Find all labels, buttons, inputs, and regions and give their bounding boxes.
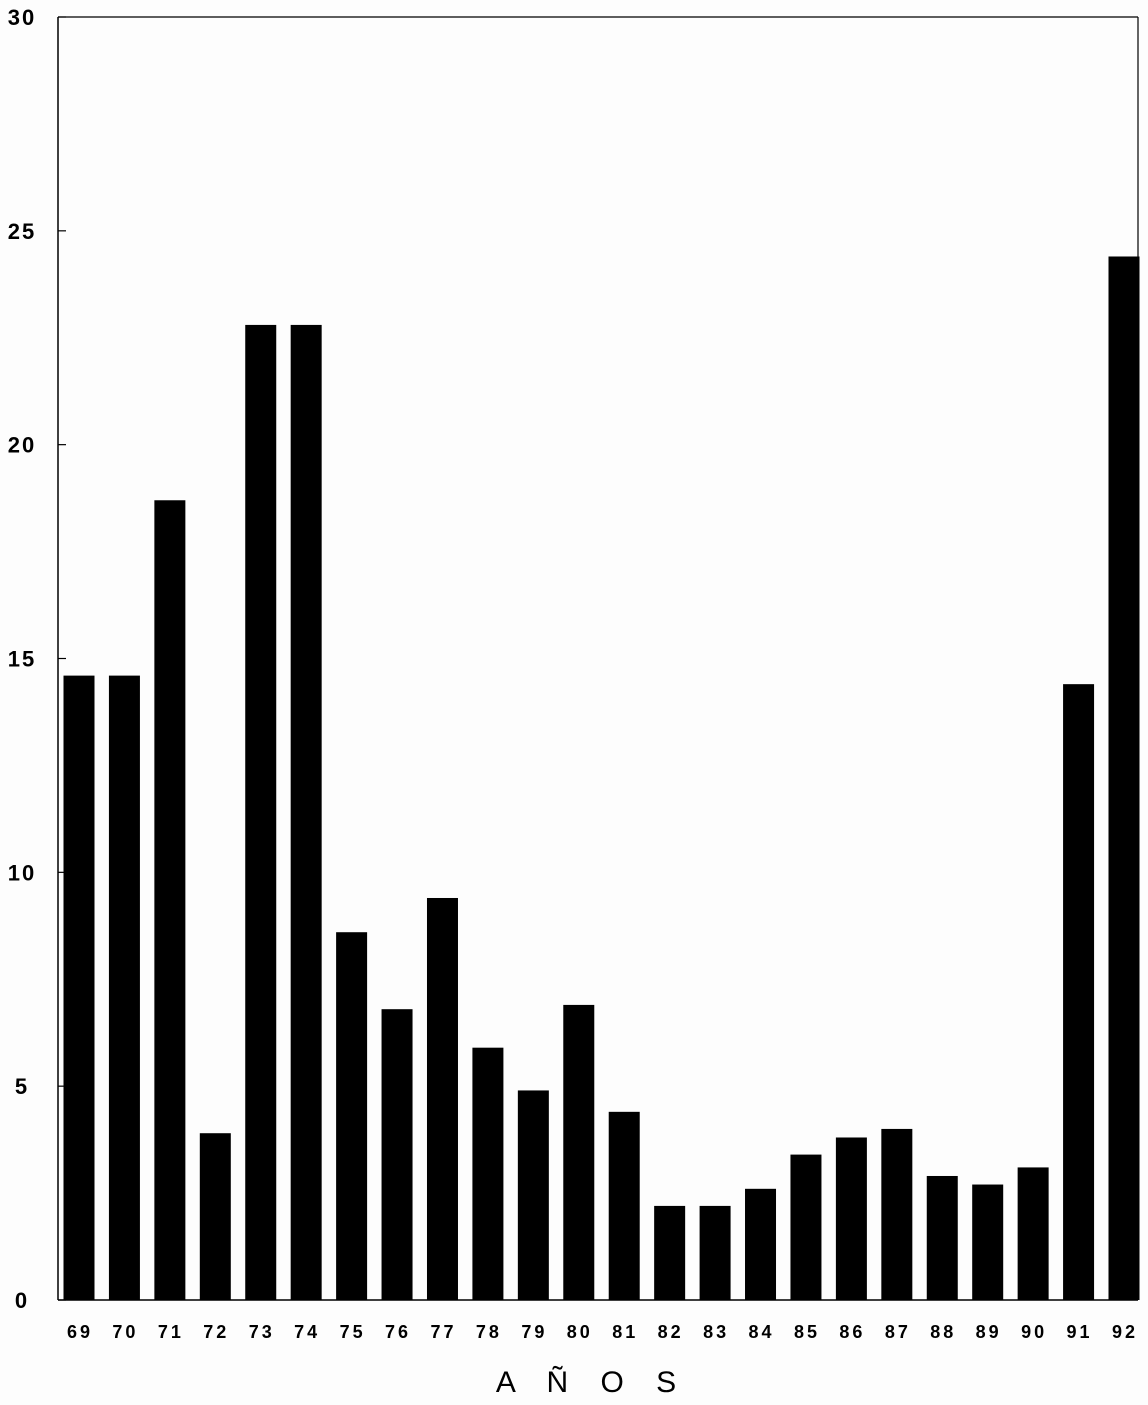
x-tick-label: 85 — [794, 1322, 820, 1342]
bar-75 — [336, 932, 368, 1300]
bar-77 — [426, 897, 458, 1300]
x-tick-label: 91 — [1067, 1322, 1093, 1342]
bar-92 — [1108, 256, 1140, 1300]
bar-85 — [790, 1154, 822, 1300]
bar-73 — [245, 324, 277, 1300]
bars — [63, 256, 1140, 1300]
bar-69 — [63, 675, 95, 1300]
x-tick-label: 86 — [839, 1322, 865, 1342]
x-tick-label: 84 — [749, 1322, 775, 1342]
bar-70 — [108, 675, 140, 1300]
x-tick-label: 82 — [658, 1322, 684, 1342]
y-tick-label: 0 — [15, 1288, 29, 1313]
x-tick-label: 78 — [476, 1322, 502, 1342]
bar-72 — [199, 1133, 231, 1300]
x-tick-label: 80 — [567, 1322, 593, 1342]
x-axis: 69 70 71 72 73 74 75 76 77 78 79 80 81 82 83 84 85 86 87 88… — [67, 1322, 1138, 1342]
y-tick-label: 15 — [8, 647, 36, 672]
bar-80 — [563, 1004, 595, 1300]
y-tick-label: 25 — [8, 219, 36, 244]
y-axis: 0 5 10 15 20 25 30 — [8, 5, 66, 1313]
bar-71 — [154, 500, 186, 1300]
bar-87 — [881, 1128, 913, 1300]
x-axis-title: A Ñ O S — [496, 1365, 688, 1399]
bar-91 — [1063, 684, 1095, 1300]
bar-81 — [608, 1111, 640, 1300]
x-tick-label: 90 — [1021, 1322, 1047, 1342]
y-tick-label: 20 — [8, 433, 36, 458]
x-tick-label: 70 — [112, 1322, 138, 1342]
bar-82 — [654, 1205, 686, 1300]
bar-79 — [517, 1090, 549, 1300]
x-tick-label: 72 — [203, 1322, 229, 1342]
bar-76 — [381, 1009, 413, 1300]
x-tick-label: 69 — [67, 1322, 93, 1342]
x-tick-label: 92 — [1112, 1322, 1138, 1342]
x-tick-label: 88 — [930, 1322, 956, 1342]
bar-78 — [472, 1047, 504, 1300]
x-tick-label: 76 — [385, 1322, 411, 1342]
x-tick-label: 71 — [158, 1322, 184, 1342]
x-tick-label: 81 — [612, 1322, 638, 1342]
y-tick-label: 30 — [8, 5, 36, 30]
bar-86 — [835, 1137, 867, 1300]
x-tick-label: 83 — [703, 1322, 729, 1342]
bar-74 — [290, 324, 322, 1300]
bar-90 — [1017, 1167, 1049, 1300]
y-tick-label: 5 — [15, 1074, 29, 1099]
x-tick-label: 87 — [885, 1322, 911, 1342]
x-tick-label: 89 — [976, 1322, 1002, 1342]
bar-88 — [926, 1175, 958, 1300]
bar-89 — [972, 1184, 1004, 1300]
x-tick-label: 75 — [340, 1322, 366, 1342]
plot-frame — [57, 16, 1139, 1301]
x-tick-label: 77 — [430, 1322, 456, 1342]
x-tick-label: 74 — [294, 1322, 320, 1342]
bar-83 — [699, 1205, 731, 1300]
x-tick-label: 73 — [249, 1322, 275, 1342]
x-tick-label: 79 — [521, 1322, 547, 1342]
bar-84 — [745, 1188, 777, 1300]
y-tick-label: 10 — [8, 860, 36, 885]
